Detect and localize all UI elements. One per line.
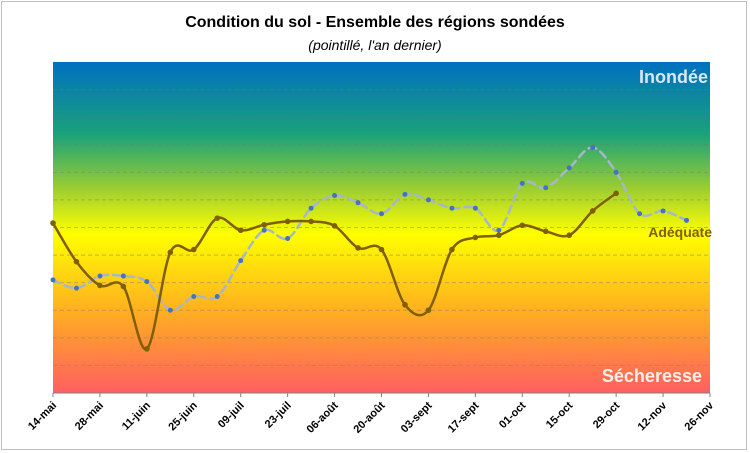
data-point-last-year — [214, 293, 220, 299]
x-tick-label: 03-sept — [399, 399, 435, 435]
data-point-last-year — [332, 193, 338, 199]
data-point-last-year — [167, 307, 173, 313]
data-point-last-year — [308, 205, 314, 211]
data-point-last-year — [543, 185, 549, 191]
data-point-current — [496, 232, 502, 239]
x-tick-label: 29-oct — [591, 399, 623, 431]
y-tick-label: 6.5 — [34, 88, 44, 95]
data-point-last-year — [472, 205, 478, 211]
data-point-last-year — [613, 169, 619, 175]
y-tick-label: 2 — [40, 336, 44, 343]
data-point-last-year — [590, 145, 596, 151]
x-tick-label: 25-juin — [166, 399, 200, 433]
x-tick-label: 12-nov — [636, 399, 670, 433]
y-tick-label: 2.5 — [34, 308, 44, 315]
chart-title: Condition du sol - Ensemble des régions … — [185, 14, 565, 31]
data-point-last-year — [425, 197, 431, 203]
x-axis-ticks: 14-mai 28-mai 11-juin 25-juin 09-juil 23-juil… — [26, 393, 717, 436]
data-point-last-year — [285, 236, 291, 242]
y-tick-label: 5 — [40, 170, 44, 177]
data-point-current — [120, 283, 127, 290]
chart-subtitle: (pointillé, l'an dernier) — [308, 37, 442, 53]
y-axis-ticks: 1 1.5 2 2.5 3 3.5 4 4.5 5 5.5 6 6.5 7 — [34, 60, 44, 398]
data-point-last-year — [355, 200, 361, 206]
data-point-last-year — [261, 227, 267, 233]
y-tick-label: 6 — [40, 115, 44, 122]
data-point-last-year — [402, 191, 408, 197]
x-tick-label: 23-juil — [263, 400, 294, 431]
data-point-current — [519, 222, 526, 229]
y-tick-label: 1 — [40, 391, 44, 398]
data-point-current — [97, 282, 103, 289]
data-point-last-year — [449, 205, 455, 211]
data-point-last-year — [73, 285, 79, 291]
data-point-current — [613, 190, 619, 197]
data-point-last-year — [144, 279, 150, 285]
data-point-current — [214, 215, 221, 221]
data-point-current — [542, 228, 549, 235]
data-point-last-year — [50, 277, 56, 283]
y-tick-label: 5.5 — [34, 143, 44, 150]
data-point-last-year — [637, 211, 643, 217]
y-tick-label: 3.5 — [34, 253, 44, 260]
data-point-current — [237, 227, 244, 234]
y-tick-label: 3 — [40, 281, 44, 288]
x-tick-label: 17-sept — [446, 399, 482, 435]
x-tick-label: 14-mai — [26, 400, 59, 433]
data-point-last-year — [519, 180, 525, 186]
data-point-last-year — [97, 273, 103, 279]
data-point-last-year — [684, 217, 690, 223]
data-point-last-year — [379, 211, 384, 217]
x-tick-label: 28-mai — [73, 400, 106, 433]
data-point-current — [566, 232, 573, 239]
y-tick-label: 4 — [40, 226, 44, 233]
data-point-current — [449, 246, 455, 253]
data-point-current — [261, 221, 267, 228]
data-point-current — [308, 218, 314, 225]
x-tick-label: 01-oct — [497, 399, 529, 431]
label-adequate: Adéquate — [648, 224, 712, 240]
series-group — [50, 145, 690, 352]
x-tick-label: 15-oct — [544, 399, 576, 431]
data-point-last-year — [120, 273, 126, 279]
data-point-current — [589, 208, 596, 214]
series-line-last-year — [51, 146, 688, 312]
label-inondee: Inondée — [639, 67, 708, 87]
data-point-current — [331, 223, 338, 229]
data-point-current — [190, 246, 197, 253]
x-tick-label: 11-juin — [120, 399, 153, 432]
data-point-last-year — [496, 227, 502, 233]
data-point-last-year — [660, 208, 666, 214]
data-point-current — [402, 301, 408, 308]
x-tick-label: 06-août — [305, 399, 341, 435]
data-point-current — [355, 245, 361, 251]
data-point-current — [50, 220, 56, 226]
data-point-current — [73, 258, 80, 265]
x-tick-label: 26-nov — [683, 399, 717, 433]
data-point-current — [378, 246, 385, 253]
data-point-last-year — [238, 258, 244, 264]
label-secheresse: Sécheresse — [602, 366, 702, 386]
grid-lines — [53, 89, 710, 394]
x-tick-label: 20-août — [351, 399, 387, 435]
data-point-current — [425, 307, 432, 314]
data-point-current — [472, 234, 479, 241]
y-tick-label: 4.5 — [34, 198, 44, 205]
data-point-current — [167, 249, 174, 256]
y-tick-label: 7 — [40, 60, 44, 67]
data-point-last-year — [191, 293, 197, 299]
data-point-current — [284, 218, 291, 225]
y-tick-label: 1.5 — [34, 363, 44, 370]
plot-background — [53, 62, 710, 393]
x-tick-label: 09-juil — [216, 400, 247, 431]
data-point-last-year — [566, 165, 572, 171]
data-point-current — [144, 346, 150, 352]
